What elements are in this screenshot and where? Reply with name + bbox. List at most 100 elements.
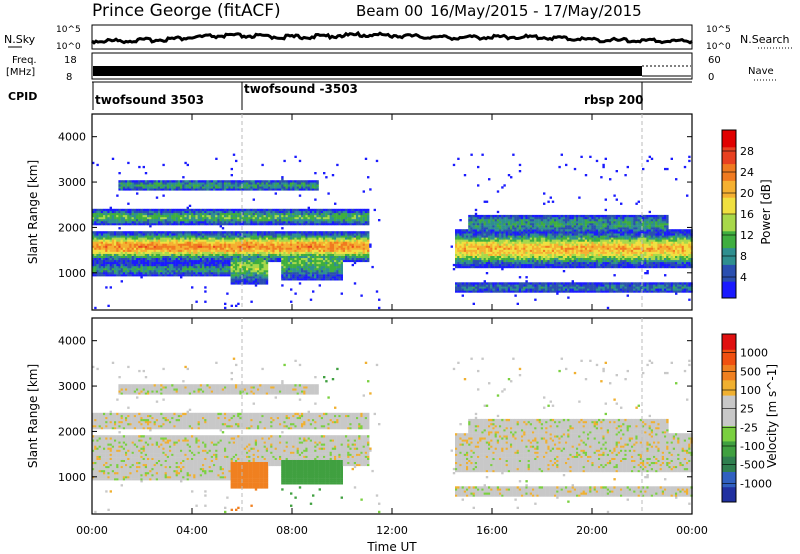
power-cell [208,274,211,277]
power-cell [252,184,255,187]
power-cell [151,245,154,248]
power-cell [173,265,176,269]
power-cell [175,239,178,242]
power-cell [173,239,176,242]
power-cell [226,274,229,277]
power-cell [279,233,282,236]
power-cell [340,219,343,222]
power-cell [193,268,196,271]
power-cell [470,235,473,238]
power-cell [217,268,220,271]
power-cell [292,239,295,242]
power-cell [193,245,196,248]
power-cell [307,186,310,189]
power-cell [263,235,266,238]
power-cell [274,182,277,185]
power-cell [494,221,497,224]
power-cell [204,212,207,216]
power-cell [479,223,482,226]
power-cell [169,221,172,224]
power-cell [197,186,200,189]
power-cell [111,259,115,263]
power-cell [230,182,233,185]
power-cell [294,251,297,254]
power-cell [173,212,176,216]
power-cell [485,214,489,218]
power-cell [155,210,159,214]
power-cell [111,257,115,261]
power-cell [173,188,176,191]
power-cell [184,221,187,224]
power-cell [219,241,222,244]
power-cell [364,239,368,242]
power-cell [312,272,315,275]
power-cell [325,212,328,216]
power-cell [334,249,337,252]
power-cell [235,265,238,269]
power-cell [290,261,293,265]
power-cell [479,249,482,252]
power-cell [169,251,172,254]
power-cell [149,272,152,275]
power-cell [459,231,462,234]
power-cell [221,180,225,183]
power-cell [197,241,200,244]
power-cell [173,251,176,254]
power-cell [472,249,475,252]
power-cell [294,184,297,187]
power-cell [336,237,339,240]
power-cell [133,245,137,248]
power-cell [184,239,187,242]
power-cell [496,247,500,250]
power-cell [461,235,464,238]
power-cell [316,239,319,242]
power-cell [323,210,326,214]
power-cell [292,219,295,222]
power-cell [213,233,216,236]
power-cell [96,231,99,234]
power-cell [111,268,115,271]
power-cell [340,278,343,281]
power-cell [246,182,249,185]
power-cell [153,245,156,248]
power-cell [197,253,200,256]
power-cell [210,255,214,258]
power-cell [228,257,231,261]
power-cell [483,227,486,230]
power-cell [239,265,242,269]
power-cell [111,216,115,220]
power-cell [199,214,203,218]
power-cell [147,231,150,234]
power-cell [133,184,137,187]
power-cell [318,272,321,275]
power-cell [206,268,209,271]
power-cell [140,247,143,250]
power-cell [477,221,480,224]
power-cell [215,270,218,273]
power-cell [228,214,231,218]
power-cell [149,259,152,263]
power-cell [114,263,117,267]
power-cell [279,253,282,256]
power-cell [316,261,319,265]
power-cell [250,268,253,271]
power-cell [276,182,280,185]
power-cell [149,270,152,273]
power-cell [114,261,117,265]
power-cell [215,219,218,222]
power-cell [215,265,218,269]
power-cell [232,180,236,183]
power-cell [125,231,128,234]
power-cell [125,270,128,273]
power-cell [166,221,170,224]
power-cell [94,263,97,267]
power-cell [316,276,319,279]
cpid-label: CPID [8,90,37,103]
power-cell [331,268,335,271]
power-cell [318,274,321,277]
power-cell [285,188,288,191]
power-cell [127,237,130,240]
power-cell [107,237,110,240]
power-cell [323,214,326,218]
power-cell [193,259,196,263]
